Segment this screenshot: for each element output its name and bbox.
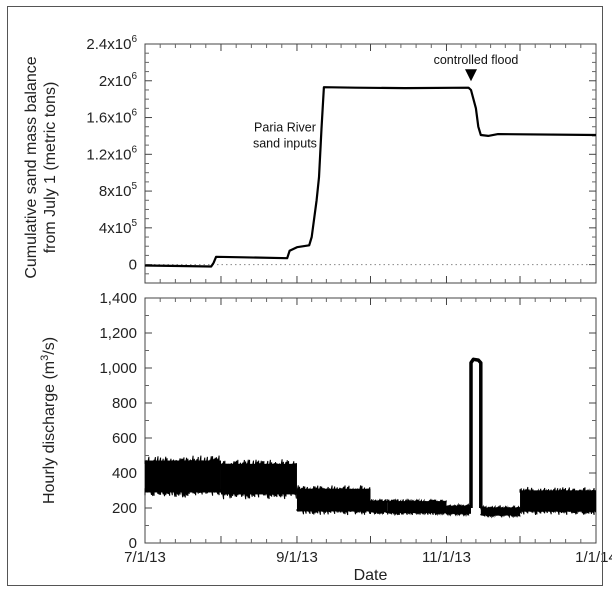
discharge-band-edge-bottom [387, 509, 447, 517]
discharge-band [387, 501, 447, 514]
top-y-axis-title: Cumulative sand mass balance from July 1 … [23, 56, 59, 278]
bottom-panel: 0 200 400 600 800 1,000 1,200 1,400 7/1/13 9/1/13… [39, 290, 612, 584]
top-y-tick-label: 2x106 [99, 71, 138, 90]
controlled-flood-arrow [464, 69, 477, 82]
discharge-band-edge-bottom [370, 509, 388, 516]
discharge-band-edge-top [480, 504, 521, 511]
bottom-y-tick-label: 1,000 [99, 360, 137, 377]
bottom-y-tick-label: 800 [112, 395, 137, 412]
discharge-band-edge-bottom [220, 489, 297, 500]
discharge-band-edge-top [519, 486, 596, 495]
bottom-y-tick-label: 0 [129, 535, 137, 552]
discharge-band-edge-bottom [519, 507, 596, 516]
bottom-y-axis-title: Hourly discharge (m3/s) [39, 337, 58, 504]
top-y-tick-label: 2.4x106 [86, 34, 137, 53]
discharge-band-edge-bottom [144, 487, 221, 498]
discharge-band [220, 463, 297, 495]
x-axis-title: Date [354, 567, 388, 584]
top-y-tick-label: 0 [129, 257, 137, 274]
discharge-band-edge-top [296, 485, 371, 494]
annotation-controlled-flood: controlled flood [434, 53, 519, 67]
x-tick-label: 11/1/13 [422, 549, 471, 566]
discharge-band-edge-top [446, 502, 471, 509]
discharge-band-edge-bottom [480, 512, 521, 519]
top-y-tick-label: 1.2x106 [86, 144, 137, 163]
bottom-y-tick-label: 1,200 [99, 325, 137, 342]
discharge-band [480, 507, 521, 516]
bottom-y-tick-label: 200 [112, 500, 137, 517]
top-y-tick-label: 1.6x106 [86, 108, 137, 127]
discharge-band [446, 505, 471, 514]
discharge-band [145, 460, 221, 493]
discharge-band-edge-top [387, 498, 447, 505]
controlled-flood-peak [469, 357, 483, 508]
discharge-band-edge-bottom [296, 507, 371, 516]
x-tick-label: 9/1/13 [276, 549, 318, 566]
discharge-band [296, 488, 371, 512]
discharge-band-edge-top [220, 459, 297, 470]
bottom-y-tick-label: 600 [112, 430, 137, 447]
discharge-band-edge-bottom [446, 511, 471, 517]
controlled-flood-peak-inner [473, 363, 478, 508]
top-y-tick-label: 4x105 [99, 218, 138, 237]
bottom-y-tick-label: 400 [112, 465, 137, 482]
top-y-tick-label: 8x105 [99, 181, 138, 200]
discharge-series [144, 357, 596, 519]
top-panel: 0 4x105 8x105 1.2x106 1.6x106 2x106 2.4x106 Cum… [23, 34, 597, 284]
x-tick-label: 7/1/13 [124, 549, 166, 566]
discharge-band [520, 490, 596, 512]
annotation-paria-river: Paria River sand inputs [253, 120, 317, 150]
discharge-band-edge-top [144, 455, 221, 466]
sand-mass-balance-line [144, 86, 597, 268]
figure-frame [7, 6, 603, 586]
discharge-band [370, 501, 388, 513]
bottom-y-tick-label: 1,400 [99, 290, 137, 307]
discharge-band-edge-top [370, 498, 388, 505]
